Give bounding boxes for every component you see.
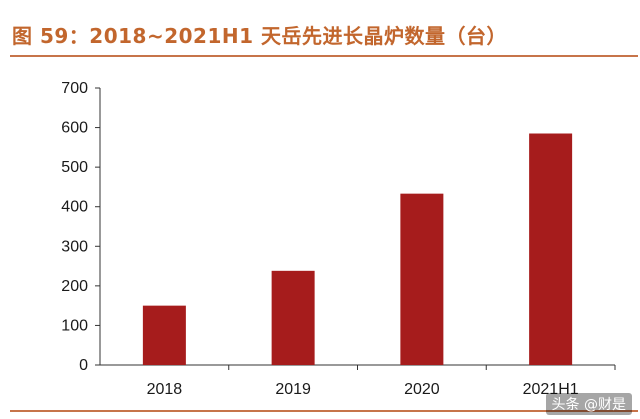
y-tick-label: 700 — [61, 80, 88, 97]
x-tick-label: 2020 — [404, 381, 440, 398]
y-tick-label: 300 — [61, 238, 88, 255]
x-tick-label: 2018 — [147, 381, 183, 398]
bar-2019 — [271, 270, 315, 365]
bar-2020 — [400, 193, 444, 365]
y-tick-label: 400 — [61, 199, 88, 216]
bottom-rule — [10, 410, 638, 412]
y-tick-label: 600 — [61, 120, 88, 137]
x-tick-label: 2021H1 — [523, 381, 579, 398]
bar-2021H1 — [529, 133, 573, 365]
y-tick-label: 200 — [61, 278, 88, 295]
chart-title: 图 59：2018~2021H1 天岳先进长晶炉数量（台） — [12, 24, 507, 48]
bar-2018 — [142, 305, 186, 365]
title-underline — [10, 55, 638, 57]
y-tick-label: 0 — [79, 357, 88, 374]
x-tick-label: 2019 — [275, 381, 311, 398]
y-tick-label: 500 — [61, 159, 88, 176]
watermark: 头条 @财是 — [545, 393, 632, 415]
y-tick-label: 100 — [61, 317, 88, 334]
